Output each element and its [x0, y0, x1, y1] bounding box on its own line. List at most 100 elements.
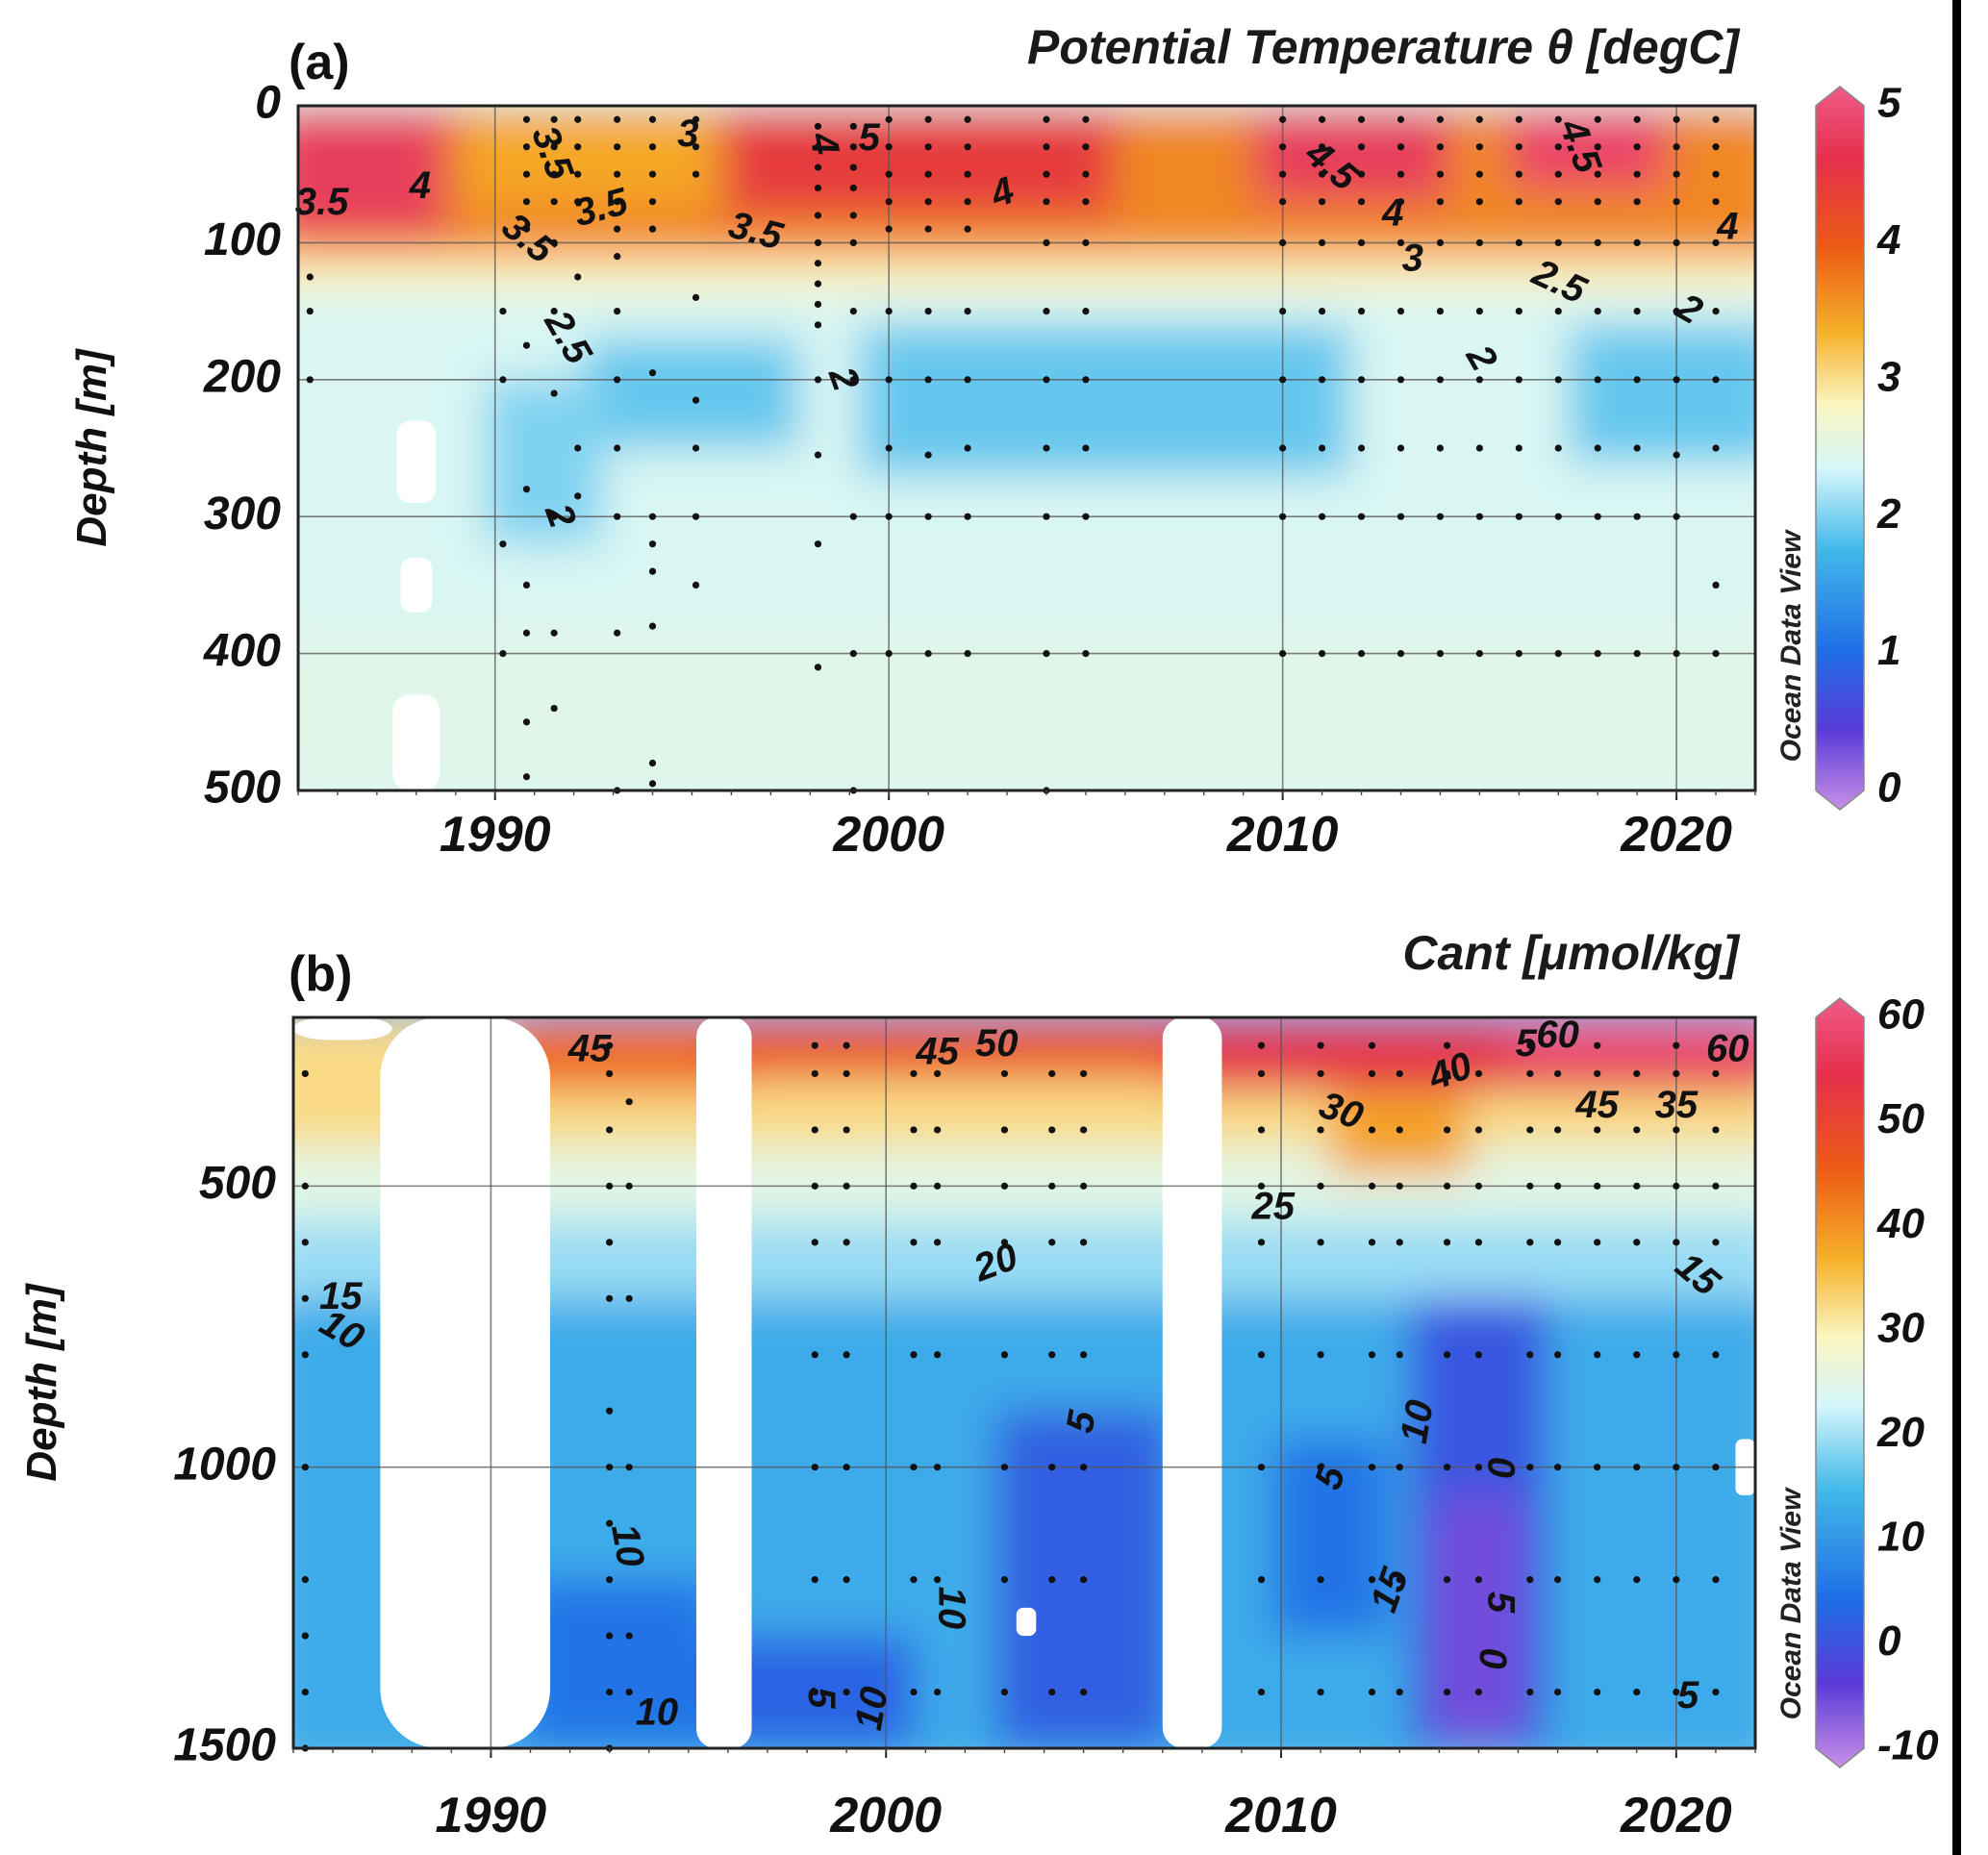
- panel-a-contour-label: 4: [1381, 191, 1403, 234]
- panel-b-station-dot: [811, 1239, 818, 1246]
- panel-b-contour-label: 25: [1251, 1185, 1296, 1227]
- panel-b-station-dot: [934, 1239, 942, 1246]
- panel-a-x-tick-label: 1990: [440, 807, 551, 863]
- panel-a-station-dot: [1397, 513, 1405, 520]
- panel-a-station-dot: [849, 513, 857, 520]
- panel-a-station-dot: [885, 513, 893, 520]
- panel-a-station-dot: [648, 567, 657, 575]
- right-edge-bar: [1952, 0, 1961, 1855]
- panel-a-station-dot: [1436, 143, 1445, 151]
- panel-b-station-dot: [934, 1351, 942, 1359]
- panel-a-station-dot: [550, 704, 558, 713]
- panel-a-station-dot: [522, 170, 531, 178]
- panel-b-field-layer: [521, 1579, 717, 1748]
- panel-b-station-dot: [1594, 1126, 1601, 1134]
- panel-b-station-dot: [1368, 1069, 1376, 1078]
- panel-b-colorbar-tick: 30: [1877, 1304, 1925, 1351]
- panel-a-field-layer: [860, 324, 1351, 476]
- panel-b-station-dot: [1443, 1576, 1451, 1584]
- panel-b-station-dot: [1257, 1126, 1266, 1134]
- panel-b-contour-label: 5: [1516, 1022, 1538, 1065]
- panel-b-station-dot: [1396, 1576, 1403, 1584]
- panel-a-title: Potential Temperature θ [degC]: [1027, 20, 1741, 74]
- panel-b-station-dot: [606, 1182, 614, 1190]
- panel-b-station-dot: [811, 1126, 818, 1134]
- panel-b-station-dot: [625, 1098, 633, 1106]
- panel-a-station-dot: [1357, 444, 1366, 452]
- panel-b-station-dot: [811, 1041, 818, 1049]
- panel-a-station-dot: [885, 376, 893, 384]
- panel-b-station-dot: [1594, 1688, 1601, 1696]
- panel-b-station-dot: [1257, 1041, 1266, 1049]
- panel-b-contour-label: 10: [603, 1520, 652, 1569]
- panel-a-station-dot: [692, 444, 700, 452]
- panel-a-station-dot: [1673, 650, 1680, 658]
- panel-b-station-dot: [1594, 1041, 1601, 1049]
- panel-a-station-dot: [1279, 376, 1287, 384]
- panel-a-contour-label: 3: [677, 113, 698, 155]
- panel-a-station-dot: [1043, 170, 1050, 178]
- panel-b-station-dot: [1443, 1351, 1451, 1359]
- panel-a-station-dot: [849, 184, 857, 192]
- panel-b-station-dot: [934, 1688, 942, 1696]
- panel-a-station-dot: [614, 629, 621, 637]
- panel-a-station-dot: [1279, 238, 1287, 246]
- panel-b-station-dot: [301, 1182, 309, 1190]
- panel-a-station-dot: [1397, 170, 1405, 178]
- panel-a-station-dot: [885, 444, 893, 452]
- panel-a-field-layer: [466, 106, 721, 202]
- panel-b-station-dot: [1712, 1126, 1720, 1134]
- panel-a-station-dot: [814, 122, 822, 130]
- panel-b-station-dot: [606, 1041, 614, 1049]
- panel-a-station-dot: [614, 170, 621, 178]
- panel-a-station-dot: [1712, 238, 1720, 246]
- panel-b-station-dot: [1048, 1239, 1056, 1246]
- panel-a-x-tick-label: 2000: [832, 807, 944, 863]
- panel-b-station-dot: [910, 1688, 918, 1696]
- panel-b-station-dot: [843, 1126, 850, 1134]
- panel-a-station-dot: [1279, 170, 1287, 178]
- panel-b-contour-label: 50: [975, 1022, 1019, 1065]
- panel-a-station-dot: [814, 238, 822, 246]
- panel-a-station-dot: [849, 376, 857, 384]
- panel-a-station-dot: [924, 650, 932, 658]
- panel-a-station-dot: [924, 451, 932, 459]
- panel-b-station-dot: [1257, 1688, 1266, 1696]
- panel-b-station-dot: [1080, 1126, 1088, 1134]
- panel-a-station-dot: [924, 376, 932, 384]
- panel-b-y-ticks: 500 1000 1500: [173, 1158, 276, 1771]
- panel-b-station-dot: [1000, 1239, 1009, 1246]
- panel-b-station-dot: [606, 1576, 614, 1584]
- panel-b-station-dot: [910, 1239, 918, 1246]
- panel-a-station-dot: [1436, 170, 1445, 178]
- panel-a-station-dot: [1594, 115, 1601, 123]
- panel-a-station-dot: [814, 321, 822, 329]
- panel-b-station-dot: [1474, 1182, 1483, 1190]
- panel-a-station-dot: [550, 115, 558, 123]
- panel-b-station-dot: [1594, 1576, 1601, 1584]
- panel-b-station-dot: [1633, 1688, 1641, 1696]
- panel-b-station-dot: [910, 1351, 918, 1359]
- panel-a-station-dot: [1633, 238, 1641, 246]
- panel-a-station-dot: [1515, 143, 1522, 151]
- panel-b-station-dot: [1553, 1576, 1562, 1584]
- panel-a-station-dot: [648, 170, 657, 178]
- panel-a-station-dot: [964, 444, 971, 452]
- panel-a-station-dot: [1436, 513, 1445, 520]
- panel-a-station-dot: [1475, 376, 1483, 384]
- panel-b-station-dot: [1000, 1576, 1009, 1584]
- panel-b-station-dot: [1474, 1351, 1483, 1359]
- panel-a-station-dot: [885, 143, 893, 151]
- panel-a-station-dot: [499, 308, 507, 315]
- panel-a-station-dot: [614, 198, 621, 206]
- panel-b-station-dot: [1673, 1576, 1680, 1584]
- panel-a-label: (a): [289, 35, 350, 90]
- panel-a-station-dot: [814, 540, 822, 548]
- panel-b-y-tick-label: 1000: [173, 1439, 276, 1490]
- panel-a-station-dot: [1082, 308, 1090, 315]
- panel-a-station-dot: [574, 492, 582, 500]
- panel-a-station-dot: [1357, 513, 1366, 520]
- panel-b-station-dot: [1673, 1041, 1680, 1049]
- panel-b-station-dot: [1553, 1688, 1562, 1696]
- panel-b-contour-label: 60: [1706, 1028, 1749, 1070]
